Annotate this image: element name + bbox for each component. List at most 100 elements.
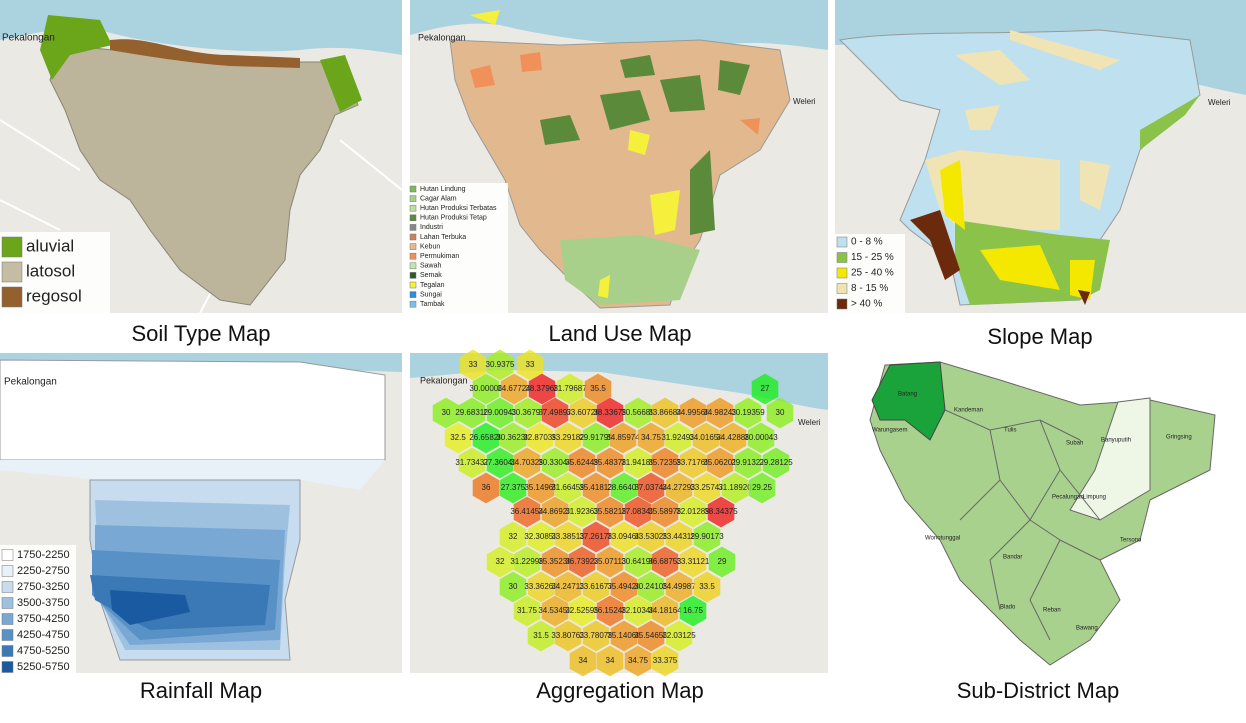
hexagon [637, 472, 665, 504]
hexagon [624, 397, 652, 429]
place-label: Kandeman [954, 408, 983, 414]
hexagon [609, 422, 637, 454]
hexagon [719, 422, 747, 454]
hex-label: 33.80763 [551, 631, 585, 640]
legend-swatch [409, 195, 417, 202]
place-label: Weleri [793, 97, 816, 106]
place-label: Pekalongan [4, 377, 57, 388]
hexagon [526, 422, 554, 454]
slope-map [835, 0, 1246, 313]
hex-label: 29.91799 [579, 433, 613, 442]
hexagon [554, 422, 582, 454]
hexagon [610, 620, 638, 652]
hex-label: 34.70329 [510, 458, 544, 467]
hexagon [665, 620, 693, 652]
place-label: Warungasem [872, 428, 907, 434]
hexagon [721, 472, 749, 504]
place-label: Banyuputih [1101, 438, 1131, 444]
hex-label: 37.08342 [621, 507, 655, 516]
hexagon [582, 571, 610, 603]
hexagon [651, 645, 679, 677]
caption: Rainfall Map [140, 678, 262, 703]
hex-label: 29.90173 [690, 532, 724, 541]
hexagon [624, 447, 652, 479]
hexagon [693, 472, 721, 504]
hexagon [500, 373, 528, 405]
hex-label: 30.36238 [496, 433, 530, 442]
hexagon [734, 447, 762, 479]
hex-label: 34.53453 [538, 606, 572, 615]
hexagon [624, 546, 652, 578]
hexagon [637, 521, 665, 553]
legend-swatch [409, 214, 417, 222]
hexagon [596, 595, 624, 627]
hexagon [458, 397, 486, 429]
hex-label: 33.86684 [648, 408, 682, 417]
hex-label: 31.22998 [510, 557, 544, 566]
hex-label: 32.87039 [523, 433, 557, 442]
hex-label: 36.73922 [565, 557, 599, 566]
place-label: Weleri [798, 418, 821, 427]
legend-label: 4750-5250 [17, 645, 70, 657]
hexagon [486, 349, 514, 381]
hexagon [679, 397, 707, 429]
hexagon [499, 521, 527, 553]
hexagon [651, 447, 679, 479]
hex-label: 34.86923 [538, 507, 572, 516]
hexagon [582, 472, 610, 504]
place-label: Gringsing [1166, 435, 1192, 441]
hex-label: 30.33044 [538, 458, 572, 467]
hex-label: 35.06201 [703, 458, 737, 467]
legend-swatch [836, 252, 848, 263]
legend-label: > 40 % [851, 299, 883, 310]
hexagon [766, 397, 794, 429]
hex-label: 33 [526, 360, 535, 369]
legend-swatch [836, 283, 848, 294]
hex-label: 34 [579, 656, 588, 665]
hexagon [762, 447, 790, 479]
legend-swatch [1, 286, 23, 308]
hex-label: 37.03744 [634, 483, 668, 492]
legend-swatch [409, 233, 417, 241]
legend-label: Semak [420, 272, 442, 279]
hexagon [472, 472, 500, 504]
hexagon [541, 397, 569, 429]
hex-label: 34.75 [628, 656, 649, 665]
hexagon [747, 422, 775, 454]
legend-swatch [1, 581, 14, 593]
hex-label: 34.18164 [648, 606, 682, 615]
hexagon [528, 373, 556, 405]
hex-label: 34.67724 [497, 384, 531, 393]
hexagon [584, 373, 612, 405]
hex-label: 33.78078 [579, 631, 613, 640]
legend-swatch [1, 236, 23, 258]
hex-label: 35.35238 [538, 557, 572, 566]
hex-label: 38.33679 [593, 408, 627, 417]
hexagon [665, 472, 693, 504]
hexagon [610, 571, 638, 603]
hex-label: 34.01654 [689, 433, 723, 442]
hexagon [706, 397, 734, 429]
place-label: Pekalongan [418, 32, 466, 42]
legend-swatch [1, 661, 14, 673]
legend-swatch [409, 204, 417, 212]
hex-label: 35.58218 [593, 507, 627, 516]
hex-label: 35.14068 [607, 631, 641, 640]
hexagon [707, 496, 735, 528]
hexagon [568, 595, 596, 627]
legend-swatch [836, 236, 848, 248]
hexagon [514, 397, 542, 429]
legend-swatch [409, 185, 417, 193]
place-label: Reban [1043, 608, 1061, 614]
hex-label: 33.09468 [607, 532, 641, 541]
hex-label: 33 [469, 360, 478, 369]
hexagon [751, 373, 779, 405]
hex-label: 36.41454 [510, 507, 544, 516]
legend-label: Permukiman [420, 253, 459, 260]
hexagon [624, 645, 652, 677]
legend-label: 3750-4250 [17, 613, 70, 625]
legend-label: Lahan Terbuka [420, 234, 466, 241]
sub-district-map [869, 361, 1216, 666]
hexagon [748, 472, 776, 504]
